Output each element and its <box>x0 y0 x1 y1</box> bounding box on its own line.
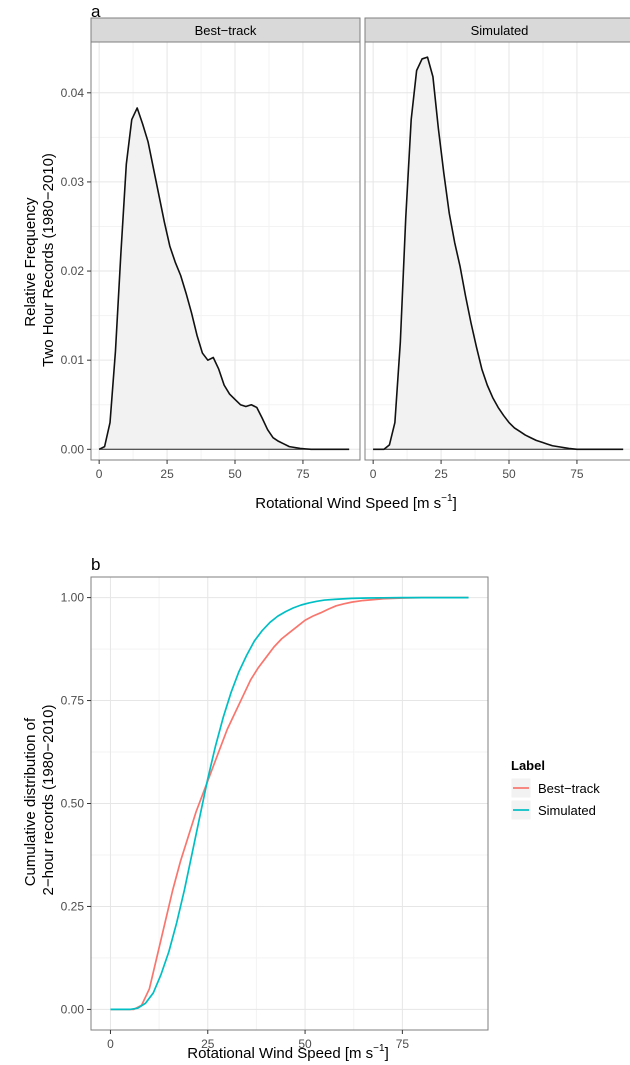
cdf-line <box>110 596 469 1011</box>
x-tick-label: 50 <box>298 1037 312 1051</box>
density-area <box>373 57 624 450</box>
y-tick-label: 0.01 <box>61 353 85 367</box>
x-tick-label: 0 <box>96 467 103 481</box>
y-tick-label: 0.00 <box>61 1002 85 1016</box>
x-tick-label: 50 <box>228 467 242 481</box>
x-tick-label: 0 <box>107 1037 114 1051</box>
panel-b-x-axis-title: Rotational Wind Speed [m s−1] <box>187 1043 389 1062</box>
panel-b-chart: 0 25 50 75 0.00 0.25 0.50 0.75 1.00 <box>61 576 489 1051</box>
y-tick-label: 0.03 <box>61 175 85 189</box>
y-tick-label: 0.75 <box>61 694 85 708</box>
x-tick-label: 75 <box>296 467 310 481</box>
panel-b-x-axis-title-main: Rotational Wind Speed [m s <box>187 1045 373 1062</box>
x-tick-label: 75 <box>396 1037 410 1051</box>
y-tick-label: 0.00 <box>61 442 85 456</box>
facet-strip-label: Best−track <box>195 23 257 38</box>
legend-title: Label <box>511 758 545 773</box>
panel-b-x-axis-title-sup: −1 <box>373 1043 385 1054</box>
legend: Label Best−track Simulated <box>510 758 600 821</box>
panel-a-chart: Best−track 0 25 50 75 0.00 0.01 0.02 0.03 0.04 Sim… <box>61 17 630 481</box>
panel-b-x-axis-title-end: ] <box>385 1045 389 1062</box>
panel-b-y-axis-title: Cumulative distribution of 2−hour record… <box>22 705 57 896</box>
x-tick-label: 25 <box>201 1037 215 1051</box>
panel-a-x-axis-title: Rotational Wind Speed [m s−1] <box>255 493 457 512</box>
y-tick-label: 0.04 <box>61 86 85 100</box>
panel-a-y-axis-title-line-2: Two Hour Records (1980−2010) <box>40 153 57 367</box>
panel-b-tag: b <box>91 555 100 574</box>
x-tick-label: 0 <box>370 467 377 481</box>
facet-strip <box>364 17 630 43</box>
x-tick-label: 25 <box>434 467 448 481</box>
panel-a-tag: a <box>91 2 101 21</box>
facet-strip-label: Simulated <box>471 23 529 38</box>
panel-b-y-axis-title-line-1: Cumulative distribution of <box>22 717 39 886</box>
x-tick-label: 50 <box>502 467 516 481</box>
y-tick-label: 0.02 <box>61 264 85 278</box>
panel-a-y-axis-title: Relative Frequency Two Hour Records (198… <box>22 153 57 367</box>
panel-a-x-axis-title-main: Rotational Wind Speed [m s <box>255 495 441 512</box>
facet-panel-border <box>90 41 361 461</box>
x-tick-label: 25 <box>160 467 174 481</box>
y-tick-label: 0.50 <box>61 797 85 811</box>
density-line <box>373 56 624 451</box>
legend-entry-label: Simulated <box>538 803 596 818</box>
panel-a-y-axis-title-line-1: Relative Frequency <box>22 197 39 327</box>
y-tick-label: 0.25 <box>61 899 85 913</box>
panel-a-x-axis-title-end: ] <box>453 495 457 512</box>
density-line <box>98 107 350 451</box>
density-area <box>99 107 350 450</box>
y-tick-label: 1.00 <box>61 591 85 605</box>
panel-a-x-axis-title-sup: −1 <box>441 493 453 504</box>
cdf-line <box>110 596 469 1011</box>
legend-entry-label: Best−track <box>538 781 600 796</box>
x-tick-label: 75 <box>570 467 584 481</box>
facet-panel-border <box>364 41 630 461</box>
panel-b-y-axis-title-line-2: 2−hour records (1980−2010) <box>40 705 57 896</box>
